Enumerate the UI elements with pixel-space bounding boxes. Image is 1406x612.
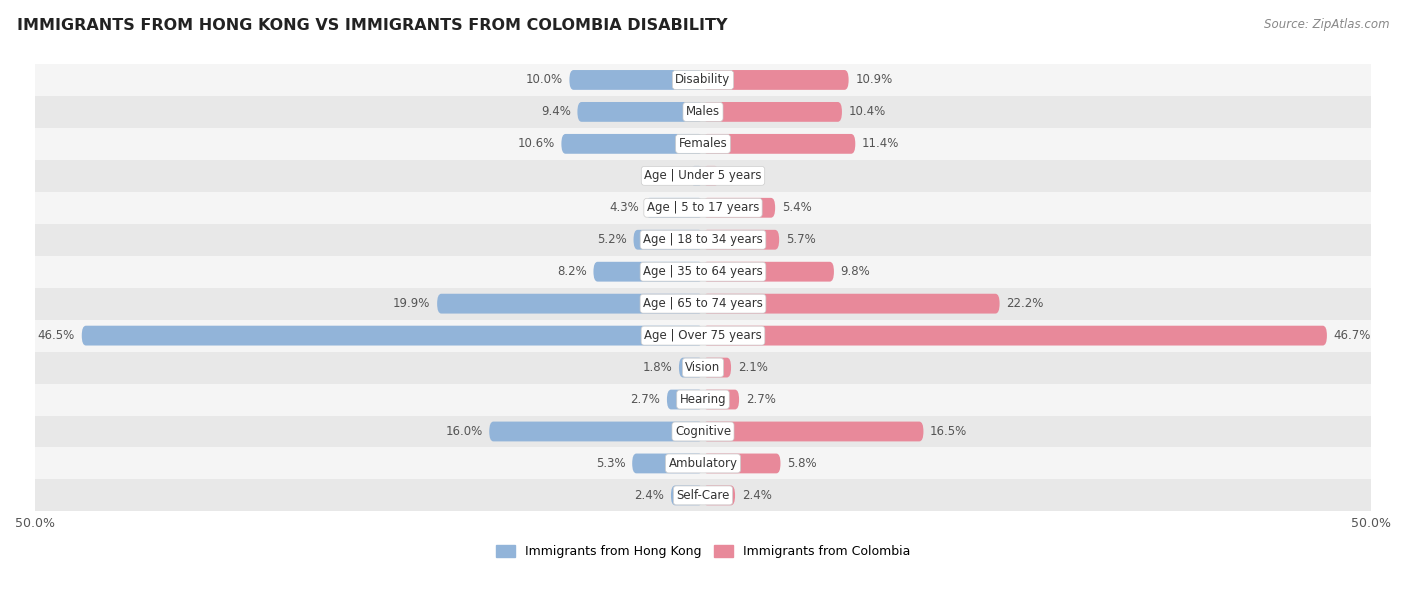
FancyBboxPatch shape (703, 230, 779, 250)
FancyBboxPatch shape (690, 166, 703, 185)
Text: 5.2%: 5.2% (598, 233, 627, 246)
Text: 5.8%: 5.8% (787, 457, 817, 470)
Text: 10.4%: 10.4% (849, 105, 886, 118)
FancyBboxPatch shape (703, 390, 740, 409)
Text: Age | Over 75 years: Age | Over 75 years (644, 329, 762, 342)
FancyBboxPatch shape (666, 390, 703, 409)
FancyBboxPatch shape (703, 134, 855, 154)
Text: Disability: Disability (675, 73, 731, 86)
FancyBboxPatch shape (679, 357, 703, 378)
Text: 2.7%: 2.7% (630, 393, 661, 406)
Text: 5.4%: 5.4% (782, 201, 811, 214)
FancyBboxPatch shape (703, 326, 1327, 346)
Text: 10.9%: 10.9% (855, 73, 893, 86)
Text: Vision: Vision (685, 361, 721, 374)
Text: Source: ZipAtlas.com: Source: ZipAtlas.com (1264, 18, 1389, 31)
Text: Self-Care: Self-Care (676, 489, 730, 502)
Text: Age | 65 to 74 years: Age | 65 to 74 years (643, 297, 763, 310)
Bar (35, 224, 1371, 256)
Bar (35, 479, 1371, 512)
Text: 10.0%: 10.0% (526, 73, 562, 86)
Text: 0.95%: 0.95% (647, 170, 683, 182)
FancyBboxPatch shape (561, 134, 703, 154)
FancyBboxPatch shape (633, 453, 703, 473)
FancyBboxPatch shape (703, 357, 731, 378)
FancyBboxPatch shape (645, 198, 703, 218)
FancyBboxPatch shape (634, 230, 703, 250)
Text: 1.2%: 1.2% (725, 170, 755, 182)
Text: Cognitive: Cognitive (675, 425, 731, 438)
FancyBboxPatch shape (593, 262, 703, 282)
Text: Age | 5 to 17 years: Age | 5 to 17 years (647, 201, 759, 214)
FancyBboxPatch shape (703, 166, 718, 185)
Bar (35, 447, 1371, 479)
Text: Ambulatory: Ambulatory (668, 457, 738, 470)
Bar (35, 160, 1371, 192)
Text: 5.7%: 5.7% (786, 233, 815, 246)
Text: 46.5%: 46.5% (38, 329, 75, 342)
FancyBboxPatch shape (703, 262, 834, 282)
Bar (35, 288, 1371, 319)
Bar (35, 416, 1371, 447)
FancyBboxPatch shape (578, 102, 703, 122)
Text: 2.1%: 2.1% (738, 361, 768, 374)
Text: Males: Males (686, 105, 720, 118)
Bar (35, 192, 1371, 224)
Text: 46.7%: 46.7% (1334, 329, 1371, 342)
FancyBboxPatch shape (703, 422, 924, 441)
Legend: Immigrants from Hong Kong, Immigrants from Colombia: Immigrants from Hong Kong, Immigrants fr… (491, 540, 915, 563)
Bar (35, 384, 1371, 416)
FancyBboxPatch shape (489, 422, 703, 441)
Text: 9.8%: 9.8% (841, 265, 870, 278)
FancyBboxPatch shape (703, 102, 842, 122)
FancyBboxPatch shape (703, 294, 1000, 313)
Bar (35, 96, 1371, 128)
FancyBboxPatch shape (703, 453, 780, 473)
Text: 10.6%: 10.6% (517, 137, 555, 151)
Text: 16.5%: 16.5% (931, 425, 967, 438)
Text: Age | Under 5 years: Age | Under 5 years (644, 170, 762, 182)
Text: 2.4%: 2.4% (742, 489, 772, 502)
Text: Age | 18 to 34 years: Age | 18 to 34 years (643, 233, 763, 246)
Text: Females: Females (679, 137, 727, 151)
Text: IMMIGRANTS FROM HONG KONG VS IMMIGRANTS FROM COLOMBIA DISABILITY: IMMIGRANTS FROM HONG KONG VS IMMIGRANTS … (17, 18, 727, 34)
Text: 16.0%: 16.0% (446, 425, 482, 438)
Text: 5.3%: 5.3% (596, 457, 626, 470)
FancyBboxPatch shape (703, 70, 849, 90)
Bar (35, 64, 1371, 96)
Bar (35, 256, 1371, 288)
Text: 19.9%: 19.9% (394, 297, 430, 310)
FancyBboxPatch shape (703, 485, 735, 506)
FancyBboxPatch shape (671, 485, 703, 506)
Bar (35, 351, 1371, 384)
FancyBboxPatch shape (703, 198, 775, 218)
Text: 11.4%: 11.4% (862, 137, 900, 151)
FancyBboxPatch shape (569, 70, 703, 90)
Bar (35, 319, 1371, 351)
Text: Age | 35 to 64 years: Age | 35 to 64 years (643, 265, 763, 278)
Text: 2.4%: 2.4% (634, 489, 664, 502)
Text: 4.3%: 4.3% (609, 201, 638, 214)
FancyBboxPatch shape (82, 326, 703, 346)
Text: 8.2%: 8.2% (557, 265, 586, 278)
Text: 9.4%: 9.4% (541, 105, 571, 118)
Bar (35, 128, 1371, 160)
Text: Hearing: Hearing (679, 393, 727, 406)
FancyBboxPatch shape (437, 294, 703, 313)
Text: 2.7%: 2.7% (745, 393, 776, 406)
Text: 1.8%: 1.8% (643, 361, 672, 374)
Text: 22.2%: 22.2% (1007, 297, 1043, 310)
